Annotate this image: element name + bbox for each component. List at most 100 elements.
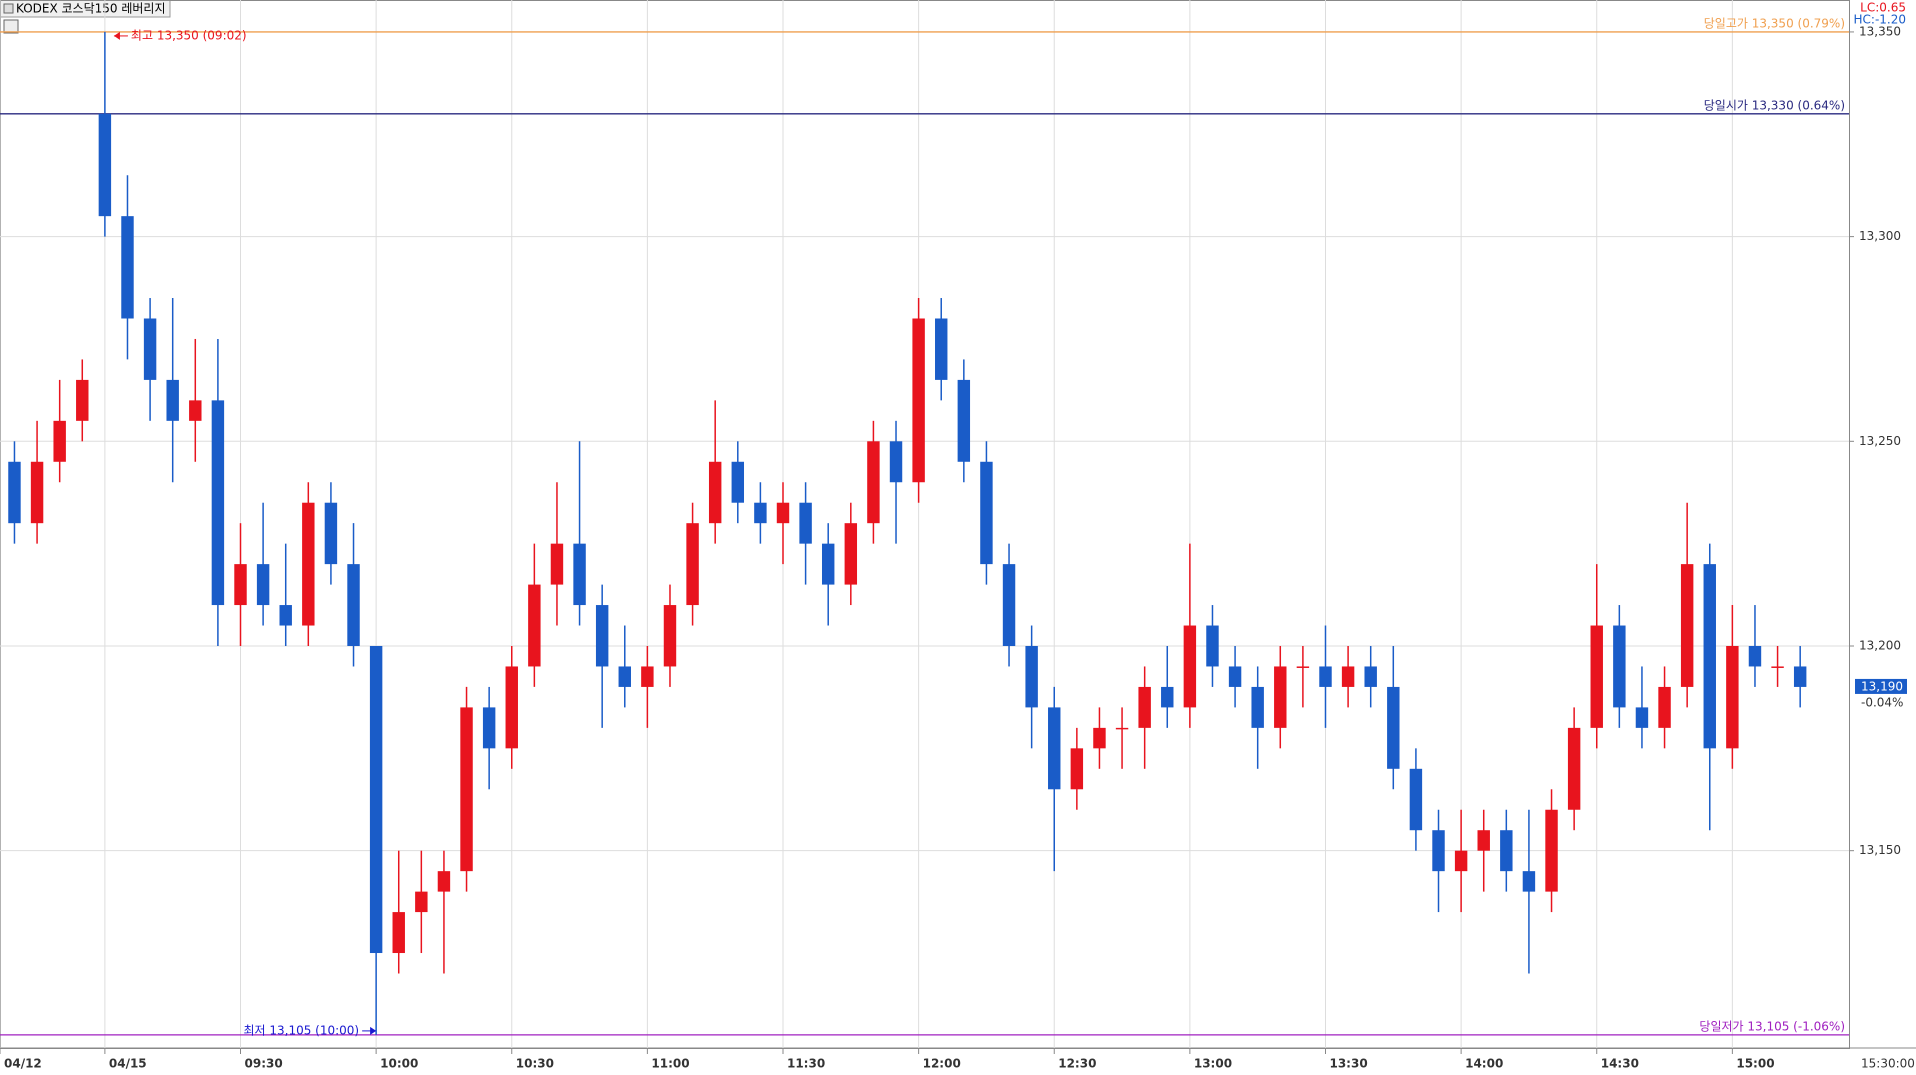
candle-body	[641, 666, 654, 687]
x-tick-label: 04/15	[109, 1057, 147, 1071]
candle-body	[686, 523, 699, 606]
candle-body	[143, 318, 157, 380]
candle-body	[1206, 625, 1219, 667]
candle-body	[1387, 686, 1400, 769]
candle-body	[53, 420, 66, 462]
candle-body	[1658, 686, 1671, 728]
annotation-arrowhead	[113, 31, 120, 40]
y-tick-label: 13,250	[1859, 434, 1901, 448]
candle-body	[573, 543, 586, 606]
x-tick-label: 14:30	[1601, 1057, 1639, 1071]
candle-body	[1590, 625, 1603, 728]
candle-body	[1138, 686, 1151, 728]
candle-body	[1635, 707, 1649, 728]
candle-body	[528, 584, 541, 667]
candle-body	[550, 543, 564, 585]
candle-body	[1115, 727, 1129, 730]
candle-body	[1002, 564, 1016, 646]
candle-body	[189, 400, 202, 421]
x-tick-label: 10:30	[516, 1057, 554, 1071]
candle-body	[1771, 666, 1784, 668]
x-tick-label: 11:00	[651, 1057, 689, 1071]
chart-title: KODEX 코스닥150 레버리지	[16, 2, 166, 16]
y-tick-label: 13,300	[1859, 229, 1901, 243]
candle-body	[256, 564, 270, 606]
candle-body	[1161, 686, 1174, 708]
candle-body	[460, 707, 473, 872]
candle-body	[821, 543, 835, 585]
candle-body	[1567, 727, 1581, 810]
candle-body	[347, 564, 360, 646]
x-tick-label: 13:00	[1194, 1057, 1232, 1071]
candle-body	[663, 605, 677, 667]
candle-body	[1183, 625, 1197, 708]
title-box	[0, 0, 171, 18]
current-price-label: 13,190	[1861, 679, 1903, 693]
candle-body	[1500, 830, 1513, 872]
candle-body	[1251, 686, 1264, 728]
corner-label: HC:-1.20	[1854, 13, 1907, 27]
x-tick-label: 14:00	[1465, 1057, 1503, 1071]
candle-body	[1454, 850, 1468, 872]
y-tick-label: 13,200	[1859, 638, 1901, 652]
candle-body	[1793, 666, 1807, 687]
x-tick-label: 13:30	[1329, 1057, 1367, 1071]
candle-body	[731, 461, 745, 503]
current-price-box	[1855, 678, 1907, 694]
candle-body	[1545, 809, 1558, 892]
candle-body	[121, 216, 134, 319]
current-change-label: -0.04%	[1861, 695, 1903, 709]
candle-body	[912, 318, 925, 483]
candle-body	[1364, 666, 1377, 687]
candle-body	[1703, 564, 1716, 749]
candle-body	[392, 912, 405, 954]
candle-body	[30, 461, 44, 524]
candle-body	[957, 379, 971, 462]
reference-label: 당일고가 13,350 (0.79%)	[1704, 16, 1845, 30]
candle-body	[369, 645, 383, 954]
x-tick-label: 12:00	[923, 1057, 961, 1071]
grid-icon[interactable]	[3, 19, 19, 34]
candle-body	[1477, 830, 1490, 851]
annotation-label: 최고 13,350 (09:02)	[131, 28, 247, 42]
candle-body	[595, 605, 609, 667]
candle-body	[799, 502, 812, 544]
annotation-arrowhead	[370, 1026, 377, 1035]
candle-body	[234, 564, 247, 606]
x-axis-end-label: 15:30:00	[1861, 1057, 1915, 1071]
candle-body	[1432, 830, 1445, 872]
candle-body	[935, 318, 948, 380]
x-tick-label: 11:30	[787, 1057, 825, 1071]
candle-body	[1522, 871, 1536, 892]
candle-body	[1748, 645, 1762, 667]
title-icon[interactable]	[3, 3, 14, 14]
candle-body	[302, 502, 315, 626]
candle-body	[1319, 666, 1332, 687]
candle-body	[708, 461, 722, 524]
candle-body	[1613, 625, 1626, 708]
candle-body	[1680, 564, 1694, 687]
candle-body	[889, 441, 903, 483]
candle-body	[76, 379, 89, 421]
reference-label: 당일시가 13,330 (0.64%)	[1704, 98, 1845, 112]
candle-body	[166, 379, 179, 421]
candle-body	[1296, 666, 1310, 668]
x-tick-label: 12:30	[1058, 1057, 1096, 1071]
candle-body	[98, 113, 112, 217]
y-tick-label: 13,150	[1859, 843, 1901, 857]
candle-body	[415, 891, 428, 913]
candle-body	[505, 666, 518, 749]
candle-body	[776, 502, 790, 524]
candle-body	[1341, 666, 1355, 687]
candle-body	[1228, 666, 1242, 687]
candle-body	[211, 400, 225, 606]
candle-body	[1409, 768, 1423, 831]
x-tick-label: 15:00	[1736, 1057, 1774, 1071]
candle-body	[1025, 645, 1038, 708]
candle-body	[8, 461, 21, 524]
candle-body	[1726, 645, 1739, 749]
candle-body	[279, 605, 292, 626]
